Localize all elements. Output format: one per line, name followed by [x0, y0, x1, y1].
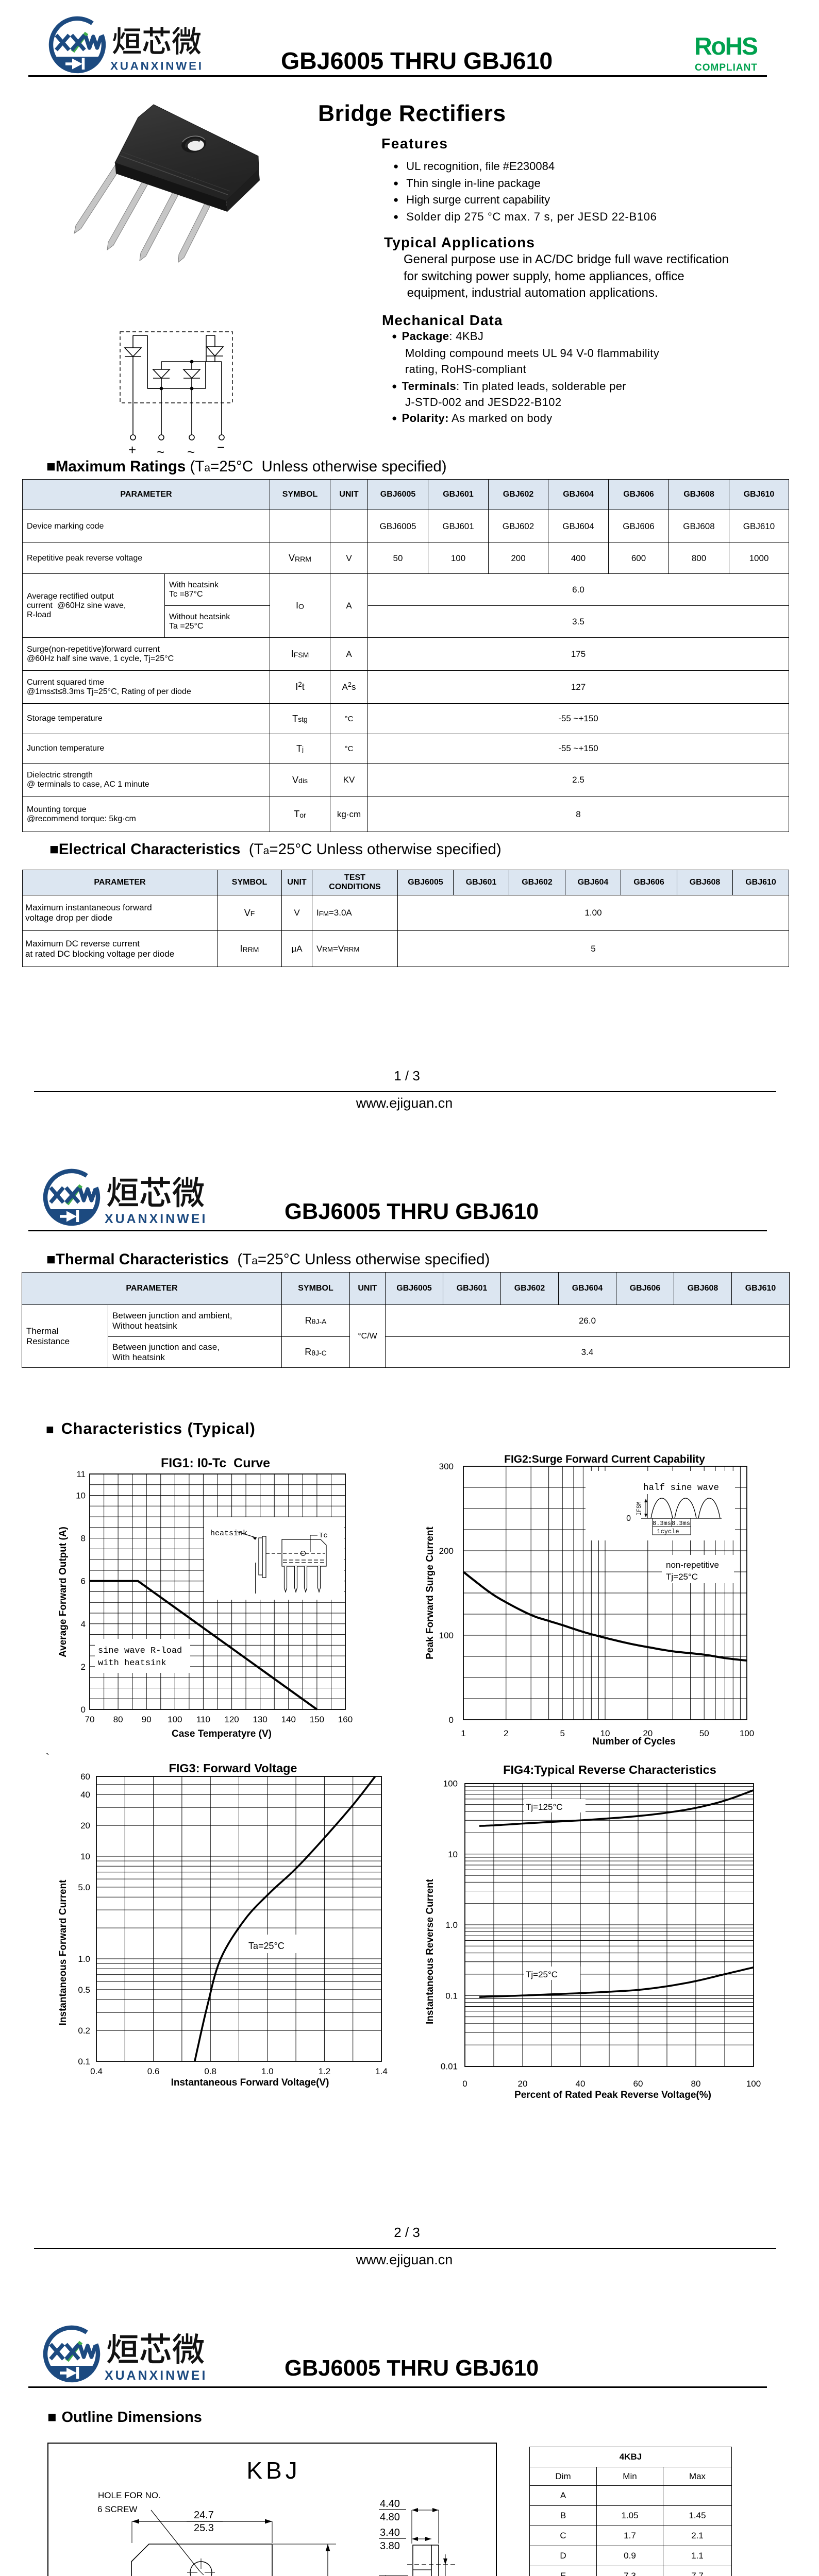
svg-text:200: 200 — [439, 1546, 454, 1556]
svg-text:HOLE FOR NO.: HOLE FOR NO. — [98, 2490, 161, 2500]
svg-text:non-repetitive: non-repetitive — [666, 1560, 719, 1570]
svg-text:Instantaneous Forward Current: Instantaneous Forward Current — [58, 1879, 69, 2026]
svg-text:half sine wave: half sine wave — [643, 1483, 719, 1493]
svg-text:FIG4:Typical Reverse Character: FIG4:Typical Reverse Characteristics — [503, 1763, 716, 1776]
svg-text:3.80: 3.80 — [380, 2540, 400, 2552]
svg-text:−: − — [217, 439, 225, 455]
svg-text:0: 0 — [462, 2079, 467, 2089]
svg-text:Tj=25°C: Tj=25°C — [526, 1970, 558, 1979]
svg-text:0: 0 — [626, 1514, 631, 1523]
svg-text:~: ~ — [187, 444, 195, 460]
svg-text:0.1: 0.1 — [445, 1991, 458, 2001]
svg-text:Number of Cycles: Number of Cycles — [592, 1736, 676, 1747]
svg-text:40: 40 — [576, 2079, 586, 2089]
svg-text:Tj=125°C: Tj=125°C — [526, 1802, 563, 1812]
svg-text:4.80: 4.80 — [380, 2512, 400, 2523]
svg-text:40: 40 — [80, 1790, 90, 1800]
svg-text:Average Forward Output (A): Average Forward Output (A) — [58, 1527, 69, 1657]
svg-text:10: 10 — [600, 1728, 610, 1738]
svg-text:0.6: 0.6 — [147, 2066, 160, 2076]
svg-text:1: 1 — [461, 1728, 465, 1738]
svg-text:130: 130 — [253, 1715, 267, 1724]
svg-text:with heatsink: with heatsink — [98, 1658, 166, 1668]
svg-text:100: 100 — [168, 1715, 182, 1724]
svg-text:80: 80 — [113, 1715, 123, 1724]
svg-text:50: 50 — [699, 1728, 709, 1738]
svg-text:XUANXINWEI: XUANXINWEI — [110, 60, 204, 73]
svg-text:10: 10 — [80, 1852, 90, 1861]
svg-text:0: 0 — [449, 1715, 454, 1725]
svg-text:100: 100 — [746, 2079, 761, 2089]
svg-text:Tc: Tc — [319, 1532, 328, 1540]
svg-text:60: 60 — [633, 2079, 643, 2089]
svg-text:20: 20 — [643, 1728, 653, 1738]
svg-text:heatsink: heatsink — [210, 1529, 247, 1538]
svg-text:300: 300 — [439, 1462, 454, 1471]
svg-text:0.1: 0.1 — [78, 2057, 90, 2066]
svg-text:4.40: 4.40 — [380, 2498, 400, 2510]
svg-text:0.2: 0.2 — [78, 2026, 90, 2036]
svg-text:60: 60 — [80, 1772, 90, 1782]
svg-text:~: ~ — [157, 444, 164, 460]
svg-text:0.4: 0.4 — [90, 2066, 103, 2076]
svg-text:10: 10 — [76, 1491, 86, 1501]
svg-text:`: ` — [46, 1752, 49, 1764]
svg-text:0: 0 — [81, 1705, 86, 1715]
svg-text:1.0: 1.0 — [78, 1954, 90, 1964]
svg-text:1.4: 1.4 — [375, 2066, 388, 2076]
svg-text:1.2: 1.2 — [319, 2066, 331, 2076]
svg-text:8.3ms: 8.3ms — [672, 1520, 690, 1527]
svg-text:XUANXINWEI: XUANXINWEI — [105, 1212, 207, 1226]
svg-text:90: 90 — [142, 1715, 152, 1724]
svg-text:20: 20 — [80, 1821, 90, 1831]
svg-text:FIG2:Surge Forward Current Cap: FIG2:Surge Forward Current Capability — [504, 1453, 705, 1465]
svg-text:8.3ms: 8.3ms — [653, 1520, 671, 1527]
svg-text:1.0: 1.0 — [445, 1920, 458, 1930]
svg-text:10: 10 — [448, 1850, 458, 1859]
svg-text:8: 8 — [81, 1534, 86, 1544]
svg-text:FIG1: I0-Tc Curve: FIG1: I0-Tc Curve — [161, 1456, 270, 1470]
svg-text:5: 5 — [560, 1728, 564, 1738]
svg-text:140: 140 — [281, 1715, 296, 1724]
svg-text:11: 11 — [76, 1469, 86, 1479]
svg-text:80: 80 — [691, 2079, 701, 2089]
svg-text:6 SCREW: 6 SCREW — [97, 2504, 137, 2514]
svg-text:2: 2 — [504, 1728, 508, 1738]
svg-text:Peak Forward Surge Current: Peak Forward Surge Current — [425, 1527, 436, 1659]
svg-text:4: 4 — [81, 1619, 86, 1629]
svg-text:0.8: 0.8 — [204, 2066, 216, 2076]
svg-text:3.40: 3.40 — [380, 2527, 400, 2538]
svg-text:100: 100 — [439, 1631, 454, 1640]
svg-text:150: 150 — [310, 1715, 324, 1724]
svg-text:sine wave R-load: sine wave R-load — [98, 1646, 182, 1656]
svg-text:1cycle: 1cycle — [657, 1528, 679, 1535]
svg-text:0.01: 0.01 — [441, 2062, 458, 2072]
svg-text:Tj=25°C: Tj=25°C — [666, 1572, 698, 1582]
svg-text:Instantaneous Forward Voltage(: Instantaneous Forward Voltage(V) — [171, 2077, 329, 2088]
svg-text:0.5: 0.5 — [78, 1985, 90, 1995]
svg-text:100: 100 — [740, 1728, 754, 1738]
svg-text:110: 110 — [196, 1715, 210, 1724]
svg-text:20: 20 — [518, 2079, 528, 2089]
svg-text:160: 160 — [338, 1715, 353, 1724]
svg-text:70: 70 — [85, 1715, 95, 1724]
svg-text:Ta=25°C: Ta=25°C — [248, 1941, 285, 1951]
svg-text:IFSM: IFSM — [636, 1501, 643, 1516]
svg-text:Instantaneous Reverse Current: Instantaneous Reverse Current — [425, 1878, 436, 2024]
svg-text:+: + — [128, 442, 136, 457]
svg-text:KBJ: KBJ — [246, 2457, 300, 2484]
svg-text:XUANXINWEI: XUANXINWEI — [105, 2369, 207, 2383]
svg-text:Percent of Rated Peak Reverse: Percent of Rated Peak Reverse Voltage(%) — [514, 2090, 711, 2100]
svg-text:1.0: 1.0 — [261, 2066, 274, 2076]
svg-text:6: 6 — [81, 1577, 86, 1586]
svg-text:FIG3: Forward Voltage: FIG3: Forward Voltage — [169, 1761, 297, 1775]
svg-text:5.0: 5.0 — [78, 1883, 90, 1892]
svg-text:25.3: 25.3 — [194, 2522, 214, 2534]
svg-text:120: 120 — [224, 1715, 239, 1724]
svg-text:Case Temperatyre (V): Case Temperatyre (V) — [172, 1728, 272, 1739]
svg-text:2: 2 — [81, 1662, 86, 1672]
svg-text:24.7: 24.7 — [194, 2510, 214, 2521]
svg-text:100: 100 — [443, 1779, 458, 1789]
